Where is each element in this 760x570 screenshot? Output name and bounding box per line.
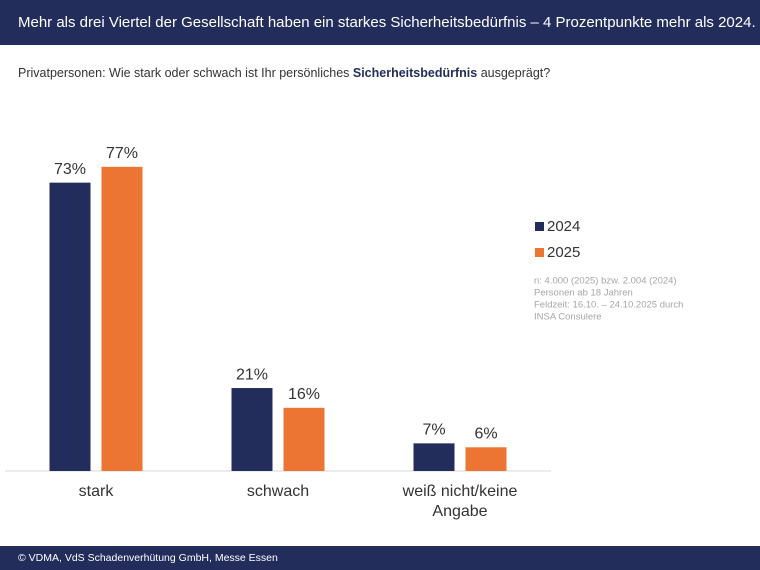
title-bar: Mehr als drei Viertel der Gesellschaft h… bbox=[0, 0, 760, 45]
note: n: 4.000 (2025) bzw. 2.004 (2024) bbox=[534, 276, 677, 287]
note: Personen ab 18 Jahren bbox=[534, 288, 633, 299]
title: Mehr als drei Viertel der Gesellschaft h… bbox=[18, 14, 756, 31]
legend-swatch bbox=[535, 222, 544, 231]
x-tick-label: stark bbox=[78, 483, 114, 500]
footer-bar: © VDMA, VdS Schadenverhütung GmbH, Messe… bbox=[0, 546, 760, 570]
legend-label: 2024 bbox=[547, 218, 580, 235]
x-tick-label: schwach bbox=[246, 483, 310, 500]
bar bbox=[465, 447, 507, 471]
x-tick-label: weiß nicht/keine Angabe bbox=[402, 483, 518, 520]
note: Feldzeit: 16.10. – 24.10.2025 durch bbox=[534, 300, 683, 311]
value-label: 16% bbox=[288, 386, 320, 403]
bar bbox=[231, 388, 273, 471]
footer: © VDMA, VdS Schadenverhütung GmbH, Messe… bbox=[18, 552, 278, 564]
bar bbox=[283, 407, 325, 471]
subtitle-bold: Sicherheitsbedürfnis bbox=[352, 66, 478, 80]
bar bbox=[49, 182, 91, 471]
value-label: 77% bbox=[106, 145, 138, 162]
value-label: 21% bbox=[236, 366, 268, 383]
value-label: 6% bbox=[474, 426, 497, 443]
value-label: 73% bbox=[54, 161, 86, 178]
subtitle: Privatpersonen: Wie stark oder schwach i… bbox=[18, 66, 550, 80]
chart: 73% 77% 21% 16% 7% 6% 2024 2025 n: 4.000 (2025) … bbox=[5, 145, 683, 472]
subtitle-text: Privatpersonen: Wie stark oder schwach i… bbox=[18, 66, 353, 80]
bar bbox=[101, 166, 143, 471]
legend-swatch bbox=[535, 248, 544, 257]
subtitle-text: ausgeprägt? bbox=[477, 66, 551, 80]
value-label: 7% bbox=[422, 422, 445, 439]
legend-label: 2025 bbox=[547, 244, 580, 261]
note: INSA Consulere bbox=[534, 312, 602, 323]
bar bbox=[413, 443, 455, 471]
